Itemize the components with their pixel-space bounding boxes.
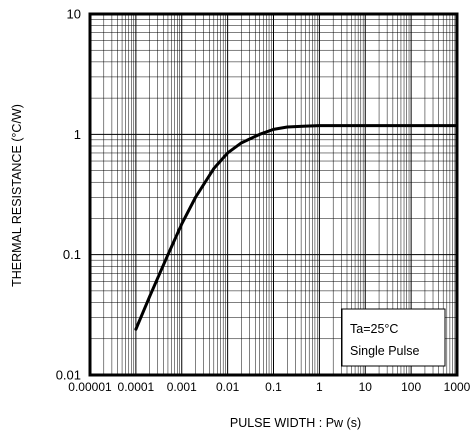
x-tick-label: 100 — [401, 380, 421, 394]
x-tick-labels: 0.00001 0.0001 0.001 0.01 0.1 1 10 100 1000 — [68, 380, 470, 394]
x-tick-label: 0.001 — [167, 380, 197, 394]
y-tick-label: 1 — [74, 127, 81, 142]
x-tick-label: 1000 — [444, 380, 471, 394]
annotation-line-temperature: Ta=25°C — [350, 322, 398, 336]
plot-frame — [88, 12, 459, 377]
y-tick-label: 0.01 — [56, 368, 81, 383]
x-tick-label: 10 — [359, 380, 373, 394]
y-tick-label: 0.1 — [63, 247, 81, 262]
series-line-0 — [134, 124, 459, 331]
x-axis-title: PULSE WIDTH : Pw (s) — [230, 416, 361, 430]
y-tick-label: 10 — [67, 7, 81, 22]
y-axis-title: THERMAL RESISTANCE (°C/W) — [10, 104, 24, 287]
x-tick-label: 1 — [316, 380, 323, 394]
x-tick-label: 0.00001 — [68, 380, 112, 394]
x-tick-label: 0.1 — [265, 380, 282, 394]
annotation-box-border — [341, 308, 446, 367]
x-tick-label: 0.01 — [216, 380, 240, 394]
annotation-line-pulse: Single Pulse — [350, 344, 420, 358]
y-tick-labels: 0.01 0.1 1 10 — [56, 7, 81, 383]
annotation-box: Ta=25°C Single Pulse — [341, 308, 446, 367]
series-layer — [134, 124, 459, 331]
x-tick-label: 0.0001 — [118, 380, 155, 394]
